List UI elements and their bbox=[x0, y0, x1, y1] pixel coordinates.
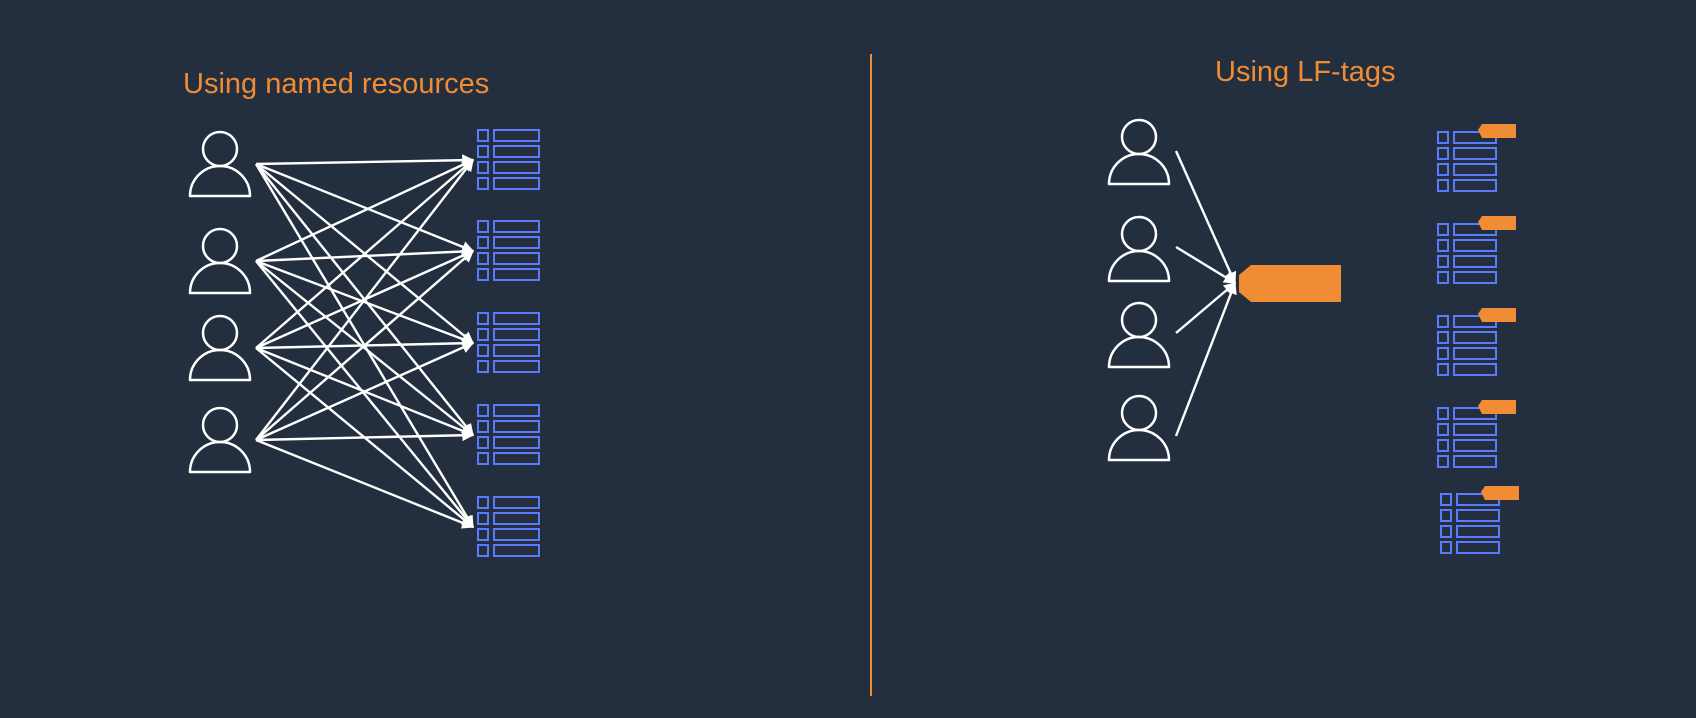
lf-tagged-table-4-icon bbox=[1437, 400, 1516, 468]
named-permission-lines bbox=[254, 154, 475, 529]
lf-user-1-icon bbox=[1107, 118, 1171, 186]
named-table-5-icon bbox=[477, 496, 540, 557]
named-table-4-icon bbox=[477, 404, 540, 465]
named-grant-line-u4-t1 bbox=[255, 159, 474, 441]
lf-tagged-table-1-icon bbox=[1437, 124, 1516, 192]
lf-tagged-table-2-icon bbox=[1437, 216, 1516, 284]
named-grant-line-u2-t4 bbox=[255, 260, 474, 436]
lf-grant-line-3 bbox=[1175, 282, 1236, 334]
lf-user-2-icon bbox=[1107, 215, 1171, 283]
named-grant-line-u4-t4 bbox=[255, 429, 475, 442]
named-user-1-icon bbox=[188, 130, 252, 198]
named-grant-line-u3-t1 bbox=[255, 159, 474, 349]
named-user-4-icon bbox=[188, 406, 252, 474]
named-table-1-icon bbox=[477, 129, 540, 190]
named-grant-line-u2-t3 bbox=[255, 259, 475, 345]
lf-tags-title: Using LF-tags bbox=[1215, 56, 1396, 88]
named-grant-line-u4-t3 bbox=[255, 341, 475, 442]
lf-user-3-icon bbox=[1107, 301, 1171, 369]
named-table-3-icon bbox=[477, 312, 540, 373]
lf-tagged-table-5-icon bbox=[1440, 486, 1519, 554]
named-grant-line-u2-t1 bbox=[255, 158, 475, 263]
named-user-3-icon bbox=[188, 314, 252, 382]
lf-grant-line-2 bbox=[1175, 245, 1237, 285]
lf-grant-line-4 bbox=[1174, 281, 1237, 437]
lf-tag-icon bbox=[1239, 265, 1341, 302]
named-grant-line-u2-t5 bbox=[255, 260, 474, 528]
lf-grant-line-1 bbox=[1174, 150, 1237, 285]
lf-user-4-icon bbox=[1107, 394, 1171, 462]
named-grant-line-u4-t5 bbox=[255, 438, 475, 529]
named-grant-line-u4-t2 bbox=[255, 250, 474, 441]
panel-divider bbox=[870, 54, 872, 696]
named-grant-line-u2-t2 bbox=[255, 245, 475, 263]
named-resources-title: Using named resources bbox=[183, 68, 490, 100]
named-table-2-icon bbox=[477, 220, 540, 281]
lf-tag-grant-lines bbox=[1174, 150, 1237, 437]
lf-tagged-table-3-icon bbox=[1437, 308, 1516, 376]
lf-tags-panel bbox=[1107, 118, 1519, 554]
named-user-2-icon bbox=[188, 227, 252, 295]
named-resources-panel bbox=[188, 129, 540, 557]
named-grant-line-u1-t1 bbox=[255, 154, 475, 167]
named-grant-line-u1-t2 bbox=[255, 162, 475, 253]
